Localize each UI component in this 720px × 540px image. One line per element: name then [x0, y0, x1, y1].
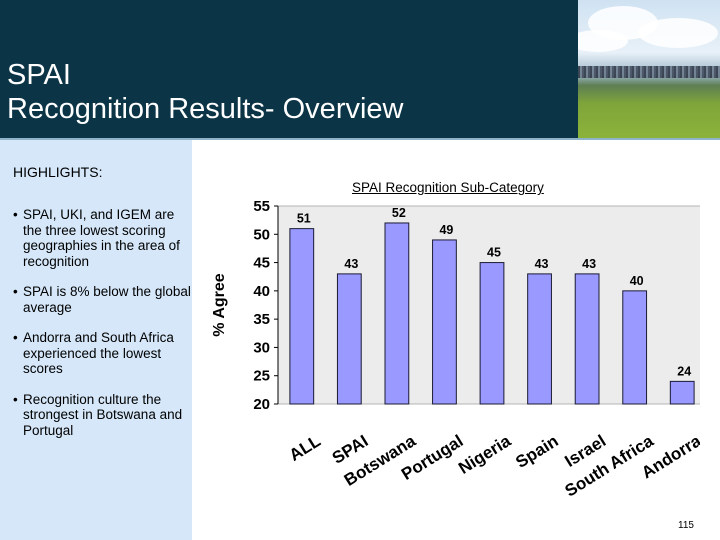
crowd-photo — [578, 0, 720, 138]
bar-value-label: 52 — [392, 206, 406, 220]
category-label: Spain — [512, 431, 561, 472]
chart-title: SPAI Recognition Sub-Category — [352, 180, 544, 195]
highlight-item: • Andorra and South Africa experienced t… — [13, 330, 191, 377]
bullet-marker: • — [13, 391, 18, 407]
bar — [336, 273, 362, 405]
title-line-2: Recognition Results- Overview — [7, 93, 404, 125]
header-divider — [0, 138, 720, 140]
bar — [479, 262, 505, 405]
highlight-text: SPAI, UKI, and IGEM are the three lowest… — [23, 207, 180, 269]
bar — [622, 290, 648, 405]
category-label: ALL — [286, 431, 324, 465]
slide-title: SPAI Recognition Results- Overview — [7, 58, 403, 126]
title-line-1: SPAI — [7, 59, 71, 91]
bar — [527, 273, 552, 405]
y-tick-label: 55 — [253, 198, 270, 215]
bar-value-label: 43 — [582, 257, 596, 271]
highlight-item: • SPAI is 8% below the global average — [13, 284, 191, 315]
highlights-panel — [0, 140, 192, 540]
y-tick-label: 25 — [253, 368, 270, 385]
y-tick-label: 35 — [253, 311, 270, 328]
y-tick-label: 30 — [253, 339, 270, 356]
bar — [384, 222, 410, 405]
bar-value-label: 43 — [535, 257, 549, 271]
highlight-text: Andorra and South Africa experienced the… — [23, 330, 174, 376]
highlights-list: • SPAI, UKI, and IGEM are the three lowe… — [13, 207, 191, 453]
bar — [574, 273, 600, 405]
page-number: 115 — [678, 520, 694, 531]
category-label: Nigeria — [455, 431, 514, 478]
y-tick-label: 45 — [253, 255, 270, 272]
highlight-text: SPAI is 8% below the global average — [23, 284, 191, 315]
y-tick-label: 50 — [253, 226, 270, 243]
bullet-marker: • — [13, 284, 18, 299]
bar-value-label: 51 — [297, 212, 311, 226]
highlight-item: • SPAI, UKI, and IGEM are the three lowe… — [13, 207, 191, 269]
y-axis-label: % Agree — [211, 273, 228, 337]
highlight-item: • Recognition culture the strongest in B… — [13, 392, 191, 439]
bar — [289, 228, 315, 405]
bar — [432, 239, 457, 405]
y-tick-label: 20 — [253, 396, 270, 413]
bullet-marker: • — [13, 330, 18, 345]
bar-value-label: 49 — [439, 223, 453, 237]
bar-value-label: 45 — [487, 246, 501, 260]
highlight-text: Recognition culture the strongest in Bot… — [23, 391, 183, 438]
bar-value-label: 24 — [677, 364, 691, 378]
bar-value-label: 43 — [344, 257, 358, 271]
bar-value-label: 40 — [630, 274, 644, 288]
y-tick-label: 40 — [253, 283, 270, 300]
bullet-marker: • — [13, 207, 18, 222]
highlights-heading: HIGHLIGHTS: — [13, 164, 103, 180]
bar — [669, 380, 695, 405]
